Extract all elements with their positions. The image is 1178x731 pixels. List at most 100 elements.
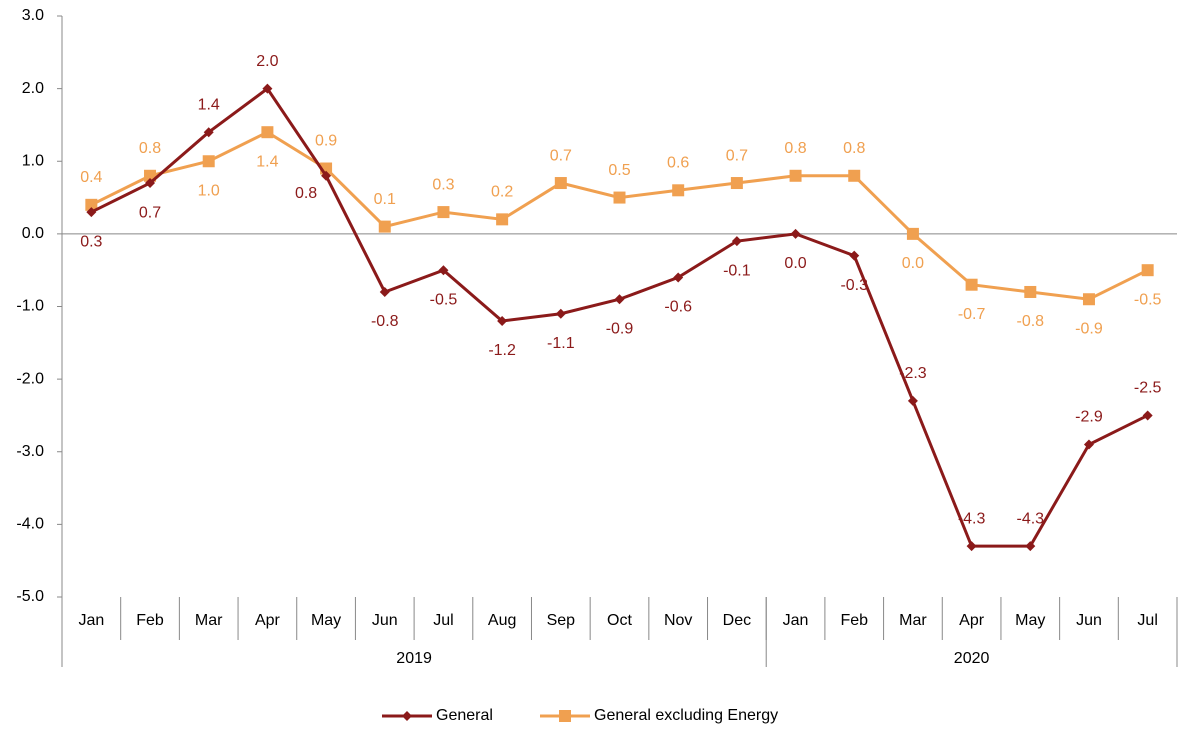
data-label: 0.8 — [784, 140, 806, 157]
marker — [965, 278, 978, 291]
x-tick-label: Dec — [723, 612, 751, 629]
y-tick-label: 3.0 — [22, 7, 44, 24]
data-label: -1.2 — [488, 342, 516, 359]
data-label: -0.8 — [371, 313, 399, 330]
data-label: 0.0 — [902, 255, 924, 272]
x-tick-label: Mar — [899, 612, 927, 629]
data-label: -0.6 — [664, 299, 692, 316]
marker — [614, 294, 625, 305]
y-tick-label: 2.0 — [22, 80, 44, 97]
data-label: 0.4 — [80, 169, 102, 186]
data-label: 0.8 — [139, 140, 161, 157]
data-label: 2.0 — [256, 53, 278, 70]
data-label: 0.1 — [374, 191, 396, 208]
x-tick-label: Aug — [488, 612, 516, 629]
data-label: 0.9 — [315, 133, 337, 150]
data-label: 0.6 — [667, 155, 689, 172]
data-label: 0.5 — [608, 162, 630, 179]
data-label: -0.9 — [1075, 320, 1103, 337]
data-label: -0.7 — [958, 306, 986, 323]
data-label: -0.1 — [723, 262, 751, 279]
data-label: -0.5 — [430, 291, 458, 308]
x-tick-label: Feb — [136, 612, 164, 629]
marker — [145, 178, 156, 189]
marker — [1024, 285, 1037, 298]
marker — [1082, 293, 1095, 306]
x-tick-label: Jul — [433, 612, 453, 629]
data-label: 0.7 — [550, 147, 572, 164]
series-line — [90, 130, 1149, 301]
y-tick-label: 1.0 — [22, 152, 44, 169]
data-label: 0.0 — [784, 255, 806, 272]
y-tick-label: 0.0 — [22, 225, 44, 242]
marker — [1142, 410, 1153, 421]
series-line — [90, 86, 1149, 548]
marker — [402, 711, 412, 721]
marker — [497, 316, 508, 327]
group-label: 2020 — [954, 650, 990, 667]
y-tick-label: -4.0 — [16, 516, 44, 533]
y-tick-label: -5.0 — [16, 588, 44, 605]
marker — [202, 155, 215, 168]
marker — [437, 206, 450, 219]
x-tick-label: May — [311, 612, 341, 629]
data-label: 0.8 — [843, 140, 865, 157]
marker — [554, 177, 567, 190]
x-tick-label: Nov — [664, 612, 692, 629]
data-label: 0.8 — [295, 185, 317, 202]
marker — [555, 308, 566, 319]
marker — [203, 127, 214, 138]
data-label: -2.9 — [1075, 409, 1103, 426]
data-label: -4.3 — [958, 510, 986, 527]
marker — [730, 177, 743, 190]
marker — [379, 286, 390, 297]
group-label: 2019 — [396, 650, 432, 667]
legend-label: General excluding Energy — [594, 707, 778, 724]
data-label: -0.5 — [1134, 291, 1162, 308]
marker — [1141, 264, 1154, 277]
x-tick-label: Apr — [255, 612, 281, 629]
marker — [321, 170, 332, 181]
marker — [496, 213, 509, 226]
legend-label: General — [436, 707, 493, 724]
x-tick-label: Jul — [1137, 612, 1157, 629]
marker — [1025, 541, 1036, 552]
data-label: -2.5 — [1134, 380, 1162, 397]
x-tick-label: Jun — [1076, 612, 1102, 629]
marker — [378, 220, 391, 233]
marker — [613, 191, 626, 204]
data-label: 0.7 — [139, 204, 161, 221]
x-tick-label: Mar — [195, 612, 223, 629]
marker — [848, 169, 861, 182]
x-tick-label: Oct — [607, 612, 632, 629]
x-tick-label: Jun — [372, 612, 398, 629]
data-label: -0.9 — [606, 320, 634, 337]
x-tick-label: Jan — [783, 612, 809, 629]
marker — [906, 227, 919, 240]
marker — [85, 198, 98, 211]
x-tick-label: Apr — [959, 612, 985, 629]
marker — [438, 265, 449, 276]
data-label: 0.3 — [80, 233, 102, 250]
marker — [849, 250, 860, 261]
marker — [672, 184, 685, 197]
data-label: 1.4 — [198, 96, 220, 113]
data-label: 0.3 — [432, 176, 454, 193]
data-label: -1.1 — [547, 335, 575, 352]
data-label: -2.3 — [899, 365, 927, 382]
marker — [789, 169, 802, 182]
y-tick-label: -2.0 — [16, 370, 44, 387]
x-tick-label: May — [1015, 612, 1045, 629]
marker — [86, 207, 97, 218]
marker — [673, 272, 684, 283]
y-tick-label: -3.0 — [16, 443, 44, 460]
data-label: -0.3 — [840, 277, 868, 294]
data-label: 1.4 — [256, 153, 278, 170]
x-tick-label: Jan — [78, 612, 104, 629]
x-tick-label: Sep — [547, 612, 576, 629]
marker — [790, 228, 801, 239]
x-tick-label: Feb — [840, 612, 868, 629]
marker — [261, 126, 274, 139]
data-label: -0.8 — [1017, 313, 1045, 330]
data-label: -4.3 — [1017, 510, 1045, 527]
